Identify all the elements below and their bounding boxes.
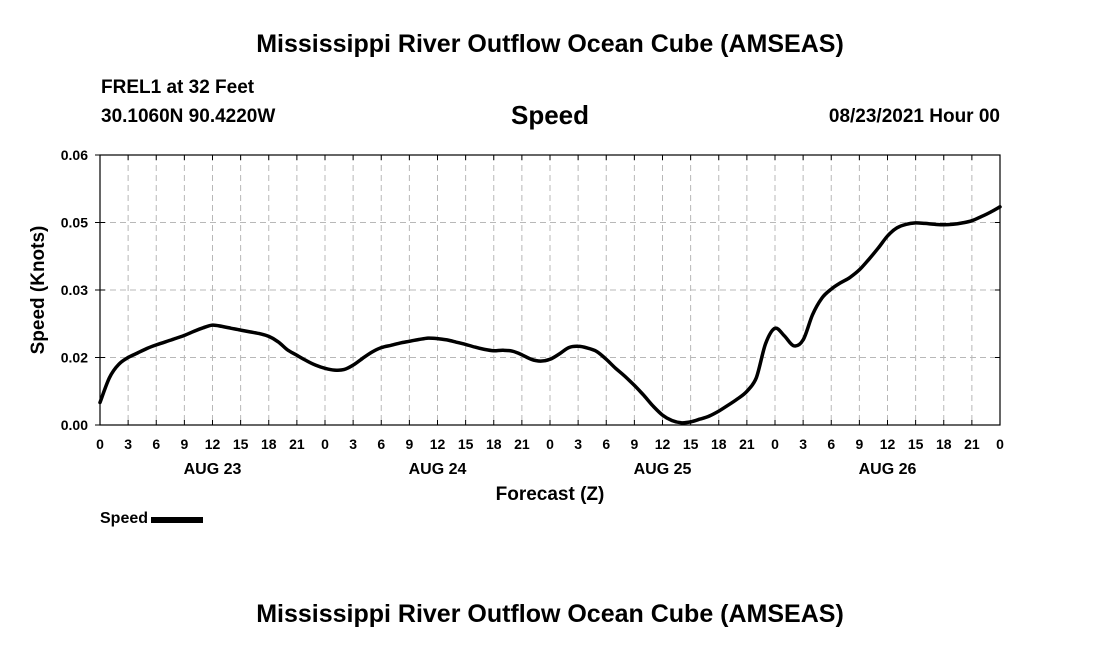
y-tick-label: 0.03 xyxy=(61,282,88,298)
axis-ticks xyxy=(95,154,1001,426)
y-tick-label: 0.02 xyxy=(61,350,88,366)
day-label: AUG 25 xyxy=(634,461,692,478)
x-tick-label: 18 xyxy=(486,436,502,452)
x-tick-label: 18 xyxy=(711,436,727,452)
legend-label: Speed xyxy=(100,510,149,527)
series-line-speed xyxy=(98,205,1002,425)
series-group xyxy=(98,205,1002,425)
x-tick-label: 0 xyxy=(546,436,554,452)
y-tick-label: 0.05 xyxy=(61,215,88,231)
day-label: AUG 24 xyxy=(409,461,467,478)
y-tick-label: 0.06 xyxy=(61,147,88,163)
x-tick-label: 15 xyxy=(908,436,924,452)
x-tick-label: 3 xyxy=(124,436,132,452)
station-label: FREL1 at 32 Feet xyxy=(101,77,255,98)
x-tick-label: 21 xyxy=(289,436,305,452)
x-tick-label: 12 xyxy=(880,436,896,452)
forecast-date-label: 08/23/2021 Hour 00 xyxy=(828,106,1000,127)
y-axis-label: Speed (Knots) xyxy=(28,226,49,355)
y-axis-tick-labels: 0.00 0.02 0.03 0.05 0.06 xyxy=(61,147,88,433)
x-tick-label: 9 xyxy=(180,436,188,452)
x-tick-label: 0 xyxy=(771,436,779,452)
x-tick-label: 12 xyxy=(430,436,446,452)
grid-lines xyxy=(100,155,1000,425)
x-tick-label: 18 xyxy=(261,436,277,452)
legend: Speed xyxy=(100,510,204,528)
coordinates-label: 30.1060N 90.4220W xyxy=(101,106,276,127)
x-tick-label: 0 xyxy=(996,436,1004,452)
x-tick-label: 3 xyxy=(574,436,582,452)
x-axis-tick-labels: 0 3 6 9 12 15 18 21 0 3 6 9 12 15 18 21 0 3 6 9 12 15 18 21 0 3 6 9… xyxy=(96,436,1004,452)
x-tick-label: 9 xyxy=(855,436,863,452)
x-tick-label: 3 xyxy=(349,436,357,452)
x-tick-label: 6 xyxy=(602,436,610,452)
x-tick-label: 6 xyxy=(152,436,160,452)
x-axis-day-labels: AUG 23 AUG 24 AUG 25 AUG 26 xyxy=(184,461,917,478)
x-tick-label: 18 xyxy=(936,436,952,452)
y-tick-label: 0.00 xyxy=(61,417,88,433)
day-label: AUG 26 xyxy=(859,461,917,478)
x-tick-label: 21 xyxy=(514,436,530,452)
x-tick-label: 3 xyxy=(799,436,807,452)
footer-title: Mississippi River Outflow Ocean Cube (AM… xyxy=(256,600,844,628)
x-tick-label: 9 xyxy=(405,436,413,452)
chart-title: Mississippi River Outflow Ocean Cube (AM… xyxy=(256,30,844,58)
x-tick-label: 12 xyxy=(205,436,221,452)
x-tick-label: 15 xyxy=(458,436,474,452)
x-tick-label: 6 xyxy=(827,436,835,452)
x-tick-label: 0 xyxy=(321,436,329,452)
day-label: AUG 23 xyxy=(184,461,242,478)
x-tick-label: 0 xyxy=(96,436,104,452)
x-tick-label: 6 xyxy=(377,436,385,452)
legend-swatch xyxy=(151,517,204,523)
variable-title: Speed xyxy=(510,100,590,130)
x-axis-label: Forecast (Z) xyxy=(496,484,605,505)
x-tick-label: 12 xyxy=(655,436,671,452)
x-tick-label: 21 xyxy=(739,436,755,452)
x-tick-label: 9 xyxy=(630,436,638,452)
x-tick-label: 15 xyxy=(683,436,699,452)
x-tick-label: 15 xyxy=(233,436,249,452)
x-tick-label: 21 xyxy=(964,436,980,452)
